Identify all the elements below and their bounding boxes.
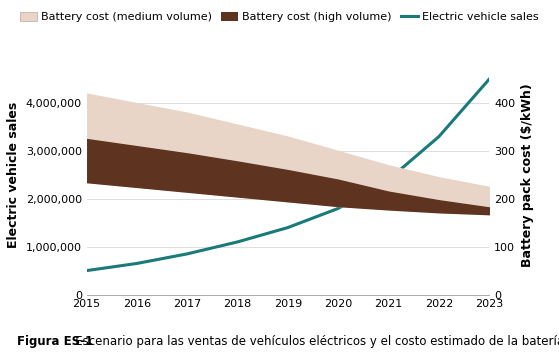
Text: . Escenario para las ventas de vehículos eléctricos y el costo estimado de la ba: . Escenario para las ventas de vehículos…	[64, 335, 559, 348]
Legend: Battery cost (medium volume), Battery cost (high volume), Electric vehicle sales: Battery cost (medium volume), Battery co…	[16, 7, 543, 27]
Y-axis label: Battery pack cost ($/kWh): Battery pack cost ($/kWh)	[520, 83, 534, 267]
Y-axis label: Electric vehicle sales: Electric vehicle sales	[7, 102, 20, 248]
Text: Figura ES-1: Figura ES-1	[17, 335, 93, 348]
